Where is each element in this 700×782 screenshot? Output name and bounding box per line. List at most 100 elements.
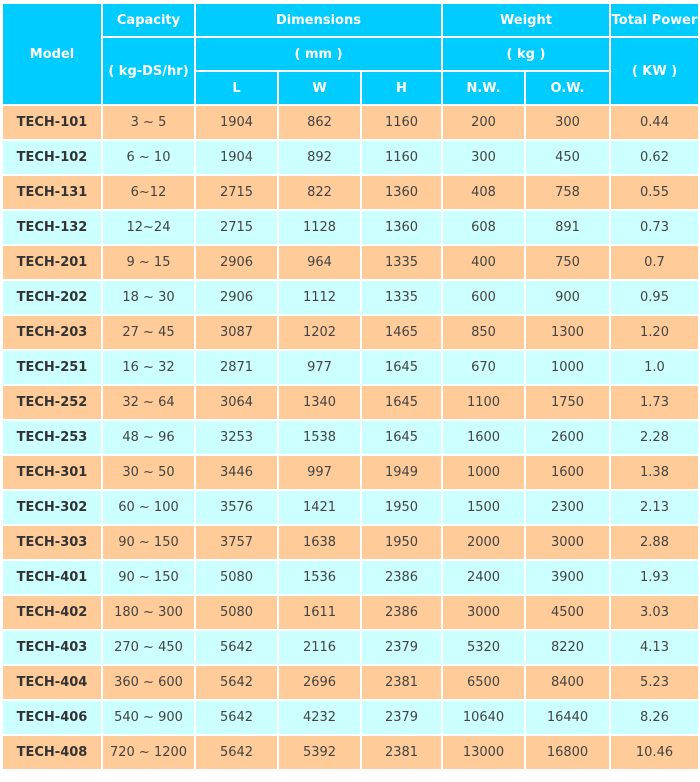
- cell-model: TECH-302: [3, 491, 101, 524]
- cell-capacity: 60 ~ 100: [103, 491, 194, 524]
- cell-operating-weight: 750: [526, 246, 609, 279]
- cell-net-weight: 1600: [443, 421, 524, 454]
- cell-total-power: 2.28: [611, 421, 698, 454]
- cell-net-weight: 850: [443, 316, 524, 349]
- cell-capacity: 27 ~ 45: [103, 316, 194, 349]
- table-row: TECH-131 6~12 2715 822 1360 408 758 0.55: [3, 176, 698, 209]
- header-ow: O.W.: [526, 72, 609, 104]
- cell-capacity: 16 ~ 32: [103, 351, 194, 384]
- cell-height: 2379: [362, 701, 441, 734]
- cell-total-power: 1.0: [611, 351, 698, 384]
- cell-height: 1360: [362, 176, 441, 209]
- cell-capacity: 180 ~ 300: [103, 596, 194, 629]
- cell-height: 2386: [362, 561, 441, 594]
- cell-length: 5642: [196, 736, 277, 769]
- cell-operating-weight: 300: [526, 106, 609, 139]
- header-nw: N.W.: [443, 72, 524, 104]
- cell-net-weight: 670: [443, 351, 524, 384]
- cell-height: 1645: [362, 421, 441, 454]
- cell-model: TECH-402: [3, 596, 101, 629]
- cell-length: 5642: [196, 701, 277, 734]
- table-row: TECH-101 3 ~ 5 1904 862 1160 200 300 0.44: [3, 106, 698, 139]
- cell-length: 2871: [196, 351, 277, 384]
- cell-operating-weight: 900: [526, 281, 609, 314]
- table-row: TECH-301 30 ~ 50 3446 997 1949 1000 1600 1.38: [3, 456, 698, 489]
- cell-length: 5642: [196, 666, 277, 699]
- cell-height: 1160: [362, 106, 441, 139]
- cell-height: 2379: [362, 631, 441, 664]
- cell-width: 977: [279, 351, 360, 384]
- header-capacity-unit: ( kg-DS/hr): [103, 38, 194, 104]
- cell-length: 2906: [196, 281, 277, 314]
- cell-net-weight: 408: [443, 176, 524, 209]
- cell-net-weight: 1500: [443, 491, 524, 524]
- cell-net-weight: 600: [443, 281, 524, 314]
- cell-height: 2386: [362, 596, 441, 629]
- cell-length: 2715: [196, 176, 277, 209]
- cell-total-power: 0.55: [611, 176, 698, 209]
- table-row: TECH-253 48 ~ 96 3253 1538 1645 1600 2600 2.28: [3, 421, 698, 454]
- cell-height: 1949: [362, 456, 441, 489]
- cell-model: TECH-131: [3, 176, 101, 209]
- table-row: TECH-402 180 ~ 300 5080 1611 2386 3000 4500 3.0…: [3, 596, 698, 629]
- cell-width: 1536: [279, 561, 360, 594]
- cell-net-weight: 3000: [443, 596, 524, 629]
- cell-width: 2116: [279, 631, 360, 664]
- cell-height: 1645: [362, 386, 441, 419]
- table-row: TECH-102 6 ~ 10 1904 892 1160 300 450 0.62: [3, 141, 698, 174]
- cell-width: 1638: [279, 526, 360, 559]
- cell-width: 1112: [279, 281, 360, 314]
- cell-capacity: 90 ~ 150: [103, 561, 194, 594]
- cell-capacity: 18 ~ 30: [103, 281, 194, 314]
- cell-total-power: 1.93: [611, 561, 698, 594]
- cell-width: 1202: [279, 316, 360, 349]
- cell-model: TECH-303: [3, 526, 101, 559]
- cell-model: TECH-101: [3, 106, 101, 139]
- cell-width: 997: [279, 456, 360, 489]
- table-row: TECH-202 18 ~ 30 2906 1112 1335 600 900 0.95: [3, 281, 698, 314]
- cell-capacity: 360 ~ 600: [103, 666, 194, 699]
- cell-model: TECH-252: [3, 386, 101, 419]
- cell-capacity: 12~24: [103, 211, 194, 244]
- cell-model: TECH-301: [3, 456, 101, 489]
- cell-width: 862: [279, 106, 360, 139]
- cell-length: 5080: [196, 596, 277, 629]
- cell-total-power: 0.95: [611, 281, 698, 314]
- cell-total-power: 1.20: [611, 316, 698, 349]
- cell-net-weight: 200: [443, 106, 524, 139]
- cell-model: TECH-253: [3, 421, 101, 454]
- table-row: TECH-303 90 ~ 150 3757 1638 1950 2000 3000 2.88: [3, 526, 698, 559]
- cell-model: TECH-132: [3, 211, 101, 244]
- cell-capacity: 720 ~ 1200: [103, 736, 194, 769]
- cell-width: 1421: [279, 491, 360, 524]
- cell-width: 4232: [279, 701, 360, 734]
- cell-length: 5642: [196, 631, 277, 664]
- table-row: TECH-203 27 ~ 45 3087 1202 1465 850 1300 1.20: [3, 316, 698, 349]
- cell-width: 1128: [279, 211, 360, 244]
- cell-operating-weight: 16800: [526, 736, 609, 769]
- cell-total-power: 0.62: [611, 141, 698, 174]
- cell-length: 1904: [196, 106, 277, 139]
- cell-operating-weight: 450: [526, 141, 609, 174]
- cell-operating-weight: 2600: [526, 421, 609, 454]
- header-l: L: [196, 72, 277, 104]
- cell-operating-weight: 4500: [526, 596, 609, 629]
- cell-total-power: 5.23: [611, 666, 698, 699]
- cell-net-weight: 300: [443, 141, 524, 174]
- cell-model: TECH-401: [3, 561, 101, 594]
- cell-total-power: 10.46: [611, 736, 698, 769]
- cell-model: TECH-201: [3, 246, 101, 279]
- cell-width: 964: [279, 246, 360, 279]
- cell-operating-weight: 1600: [526, 456, 609, 489]
- table-row: TECH-251 16 ~ 32 2871 977 1645 670 1000 1.0: [3, 351, 698, 384]
- table-row: TECH-408 720 ~ 1200 5642 5392 2381 13000 16800…: [3, 736, 698, 769]
- cell-capacity: 3 ~ 5: [103, 106, 194, 139]
- cell-net-weight: 5320: [443, 631, 524, 664]
- cell-length: 3087: [196, 316, 277, 349]
- header-power: Total Power: [611, 4, 698, 36]
- header-weight: Weight: [443, 4, 609, 36]
- cell-net-weight: 1000: [443, 456, 524, 489]
- cell-net-weight: 2000: [443, 526, 524, 559]
- cell-operating-weight: 758: [526, 176, 609, 209]
